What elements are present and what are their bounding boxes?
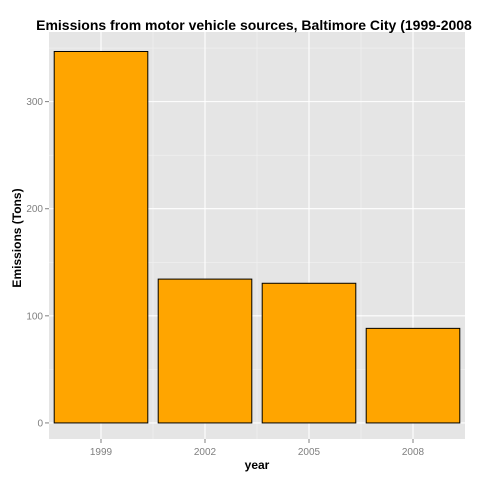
bar-1999 [53,50,149,424]
x-tick-label: 2005 [298,447,321,458]
y-tick-label: 0 [37,418,43,429]
x-axis-label: year [245,458,270,472]
y-tick-label: 200 [26,204,43,215]
chart-title: Emissions from motor vehicle sources, Ba… [36,17,472,33]
x-tick-label: 2008 [402,447,425,458]
y-axis-label: Emissions (Tons) [10,188,24,287]
bar-2005 [261,282,357,424]
y-tick-label: 300 [26,97,43,108]
y-tick-label: 100 [26,311,43,322]
bar-2008 [365,327,461,424]
x-tick-label: 1999 [90,447,113,458]
x-axis: 1999 2002 2005 2008 [90,439,425,458]
bars [53,50,461,424]
y-axis: 0 100 200 300 [26,97,49,429]
x-tick-label: 2002 [194,447,217,458]
bar-2002 [157,278,253,424]
